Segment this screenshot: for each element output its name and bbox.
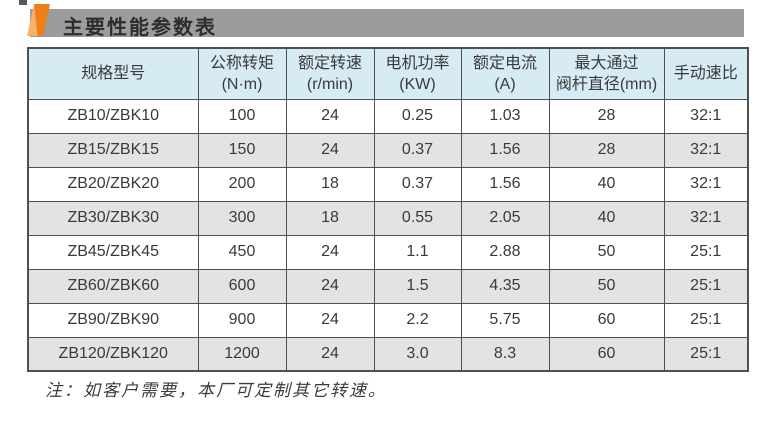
table-row: ZB15/ZBK15 150 24 0.37 1.56 28 32:1: [27, 132, 749, 168]
footnote: 注：如客户需要，本厂可定制其它转速。: [45, 381, 387, 401]
column-label: 电机功率: [385, 54, 450, 72]
column-unit: (r/min): [306, 75, 354, 93]
table-cell: 24: [285, 234, 375, 270]
column-header: 公称转矩 (N·m): [197, 47, 287, 100]
table-cell: 8.3: [460, 336, 550, 372]
table-cell: 200: [197, 166, 287, 202]
table-cell: ZB30/ZBK30: [27, 200, 199, 236]
table-cell: 24: [285, 132, 375, 168]
table-row: ZB20/ZBK20 200 18 0.37 1.56 40 32:1: [27, 166, 749, 202]
table-cell: 4.35: [460, 268, 550, 304]
table-cell: 5.75: [460, 302, 550, 338]
table-cell: 60: [548, 336, 665, 372]
page-title: 主要性能参数表: [63, 17, 217, 39]
table-cell: 1.56: [460, 166, 550, 202]
column-header: 电机功率 (KW): [373, 47, 462, 100]
table-cell: ZB90/ZBK90: [27, 302, 199, 338]
table-cell: 32:1: [663, 132, 749, 168]
column-unit: (N·m): [221, 75, 263, 93]
table-cell: 300: [197, 200, 287, 236]
table-cell: ZB20/ZBK20: [27, 166, 199, 202]
table-cell: 1200: [197, 336, 287, 372]
table-cell: 1.5: [373, 268, 462, 304]
table-cell: 0.25: [373, 98, 462, 134]
table-cell: 1.56: [460, 132, 550, 168]
spec-table: 规格型号 公称转矩 (N·m) 额定转速 (r/min) 电机功率 (KW) 额定电流 (A) 最…: [27, 47, 749, 372]
spec-table-header: 规格型号 公称转矩 (N·m) 额定转速 (r/min) 电机功率 (KW) 额定电流 (A) 最…: [27, 47, 749, 100]
table-cell: 50: [548, 268, 665, 304]
spec-table-body: ZB10/ZBK10 100 24 0.25 1.03 28 32:1 ZB15/ZBK15 1…: [27, 98, 749, 372]
table-cell: 40: [548, 200, 665, 236]
column-label: 额定电流: [472, 54, 537, 72]
column-header: 规格型号: [27, 47, 199, 100]
section-title-bar: 主要性能参数表: [27, 4, 744, 39]
table-cell: 28: [548, 132, 665, 168]
table-cell: 450: [197, 234, 287, 270]
table-cell: 2.05: [460, 200, 550, 236]
table-row: ZB60/ZBK60 600 24 1.5 4.35 50 25:1: [27, 268, 749, 304]
table-cell: 600: [197, 268, 287, 304]
column-header: 额定转速 (r/min): [285, 47, 375, 100]
table-row: ZB120/ZBK120 1200 24 3.0 8.3 60 25:1: [27, 336, 749, 372]
table-cell: 3.0: [373, 336, 462, 372]
table-cell: ZB60/ZBK60: [27, 268, 199, 304]
table-cell: 900: [197, 302, 287, 338]
table-cell: 25:1: [663, 336, 749, 372]
table-cell: 60: [548, 302, 665, 338]
column-unit: (KW): [399, 75, 436, 93]
table-row: ZB10/ZBK10 100 24 0.25 1.03 28 32:1: [27, 98, 749, 134]
table-cell: 32:1: [663, 98, 749, 134]
table-cell: 18: [285, 200, 375, 236]
column-header: 最大通过阀杆直径(mm): [548, 47, 665, 100]
column-label: 手动速比: [673, 65, 738, 83]
table-cell: 0.37: [373, 166, 462, 202]
table-cell: 24: [285, 98, 375, 134]
table-cell: 40: [548, 166, 665, 202]
table-cell: 25:1: [663, 234, 749, 270]
table-cell: 24: [285, 302, 375, 338]
table-cell: 2.2: [373, 302, 462, 338]
table-cell: ZB15/ZBK15: [27, 132, 199, 168]
table-cell: 0.37: [373, 132, 462, 168]
table-cell: 24: [285, 268, 375, 304]
column-label: 额定转速: [297, 54, 362, 72]
table-cell: 2.88: [460, 234, 550, 270]
table-cell: ZB45/ZBK45: [27, 234, 199, 270]
flag-icon: [27, 4, 50, 36]
table-cell: 18: [285, 166, 375, 202]
table-cell: 1.1: [373, 234, 462, 270]
table-row: ZB45/ZBK45 450 24 1.1 2.88 50 25:1: [27, 234, 749, 270]
table-cell: 150: [197, 132, 287, 168]
table-cell: 25:1: [663, 302, 749, 338]
table-row: ZB90/ZBK90 900 24 2.2 5.75 60 25:1: [27, 302, 749, 338]
table-cell: 1.03: [460, 98, 550, 134]
table-cell: 28: [548, 98, 665, 134]
column-label: 最大通过: [574, 54, 639, 72]
table-cell: 32:1: [663, 166, 749, 202]
column-label: 公称转矩: [209, 54, 274, 72]
column-header: 手动速比: [663, 47, 749, 100]
column-unit: (A): [494, 75, 516, 93]
table-cell: 50: [548, 234, 665, 270]
table-cell: ZB120/ZBK120: [27, 336, 199, 372]
table-cell: 25:1: [663, 268, 749, 304]
scan-artifact-mark: [19, 0, 27, 5]
table-cell: 0.55: [373, 200, 462, 236]
header-row: 规格型号 公称转矩 (N·m) 额定转速 (r/min) 电机功率 (KW) 额定电流 (A) 最…: [27, 47, 749, 100]
column-header: 额定电流 (A): [460, 47, 550, 100]
column-unit: 阀杆直径(mm): [555, 75, 658, 93]
table-row: ZB30/ZBK30 300 18 0.55 2.05 40 32:1: [27, 200, 749, 236]
table-cell: 32:1: [663, 200, 749, 236]
table-cell: 24: [285, 336, 375, 372]
table-cell: ZB10/ZBK10: [27, 98, 199, 134]
table-cell: 100: [197, 98, 287, 134]
column-label: 规格型号: [81, 65, 146, 83]
